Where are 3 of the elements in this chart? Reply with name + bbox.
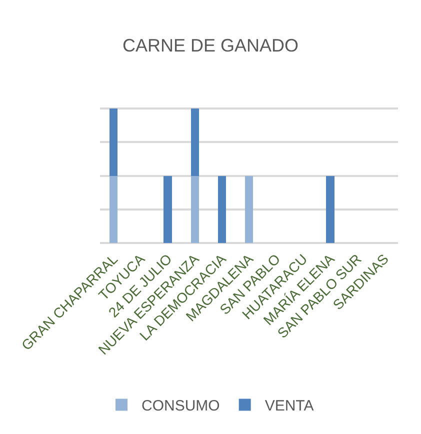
chart-title: CARNE DE GANADO (122, 35, 299, 56)
legend-label: CONSUMO (142, 398, 220, 415)
legend-label: VENTA (264, 398, 314, 415)
